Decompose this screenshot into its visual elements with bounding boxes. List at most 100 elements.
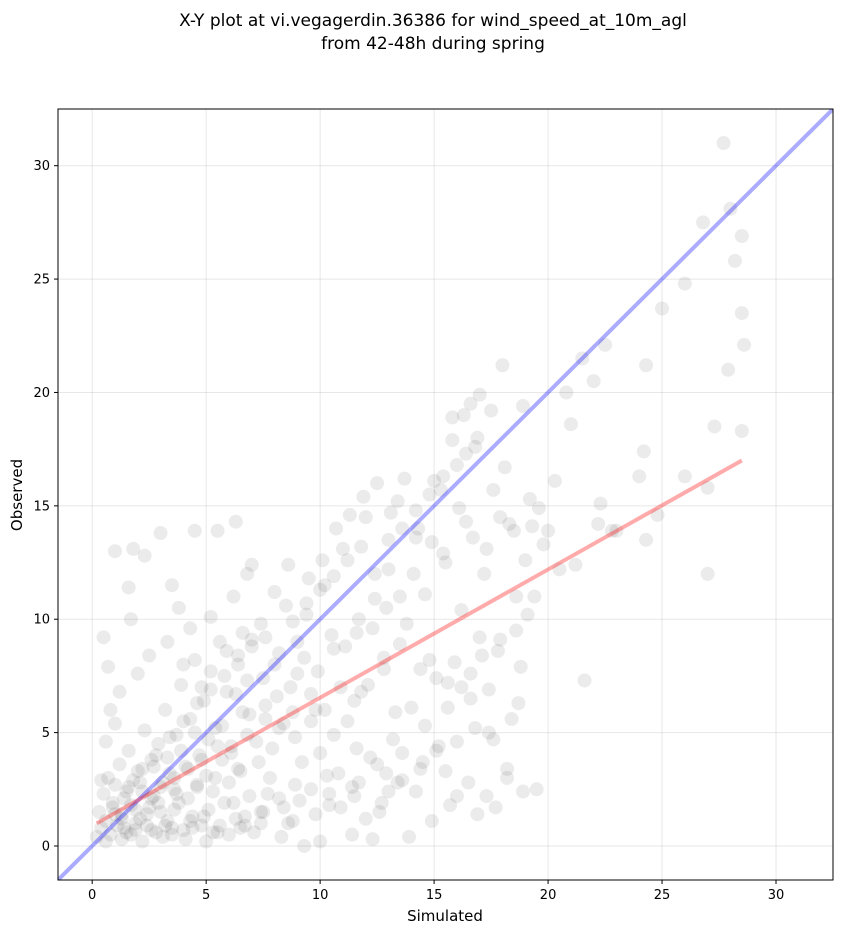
data-point	[133, 775, 148, 790]
data-point	[101, 770, 116, 785]
data-point	[484, 403, 499, 418]
data-point	[424, 814, 439, 829]
data-point	[201, 802, 216, 817]
data-point	[283, 680, 298, 695]
data-point	[454, 680, 469, 695]
data-point	[500, 761, 515, 776]
data-point	[365, 621, 380, 636]
data-point	[121, 780, 136, 795]
data-point	[121, 580, 136, 595]
y-tick-label: 30	[33, 159, 50, 174]
data-point	[112, 757, 127, 772]
data-point	[374, 795, 389, 810]
data-point	[265, 741, 280, 756]
data-point	[176, 823, 191, 838]
data-point	[301, 571, 316, 586]
data-point	[525, 519, 540, 534]
data-point	[461, 775, 476, 790]
data-point	[438, 764, 453, 779]
data-point	[317, 702, 332, 717]
data-point	[474, 648, 489, 663]
data-point	[94, 820, 109, 835]
data-point	[103, 702, 118, 717]
data-point	[319, 768, 334, 783]
data-point	[221, 775, 236, 790]
data-point	[244, 632, 259, 647]
data-point	[326, 641, 341, 656]
data-point	[210, 523, 225, 538]
data-point	[427, 473, 442, 488]
data-point	[151, 795, 166, 810]
data-point	[463, 666, 478, 681]
data-point	[123, 827, 138, 842]
data-point	[520, 607, 535, 622]
data-point	[105, 800, 120, 815]
data-point	[529, 782, 544, 797]
data-point	[244, 557, 259, 572]
data-point	[158, 702, 173, 717]
data-point	[117, 791, 132, 806]
data-point	[183, 711, 198, 726]
data-point	[171, 795, 186, 810]
data-point	[178, 832, 193, 847]
data-point	[392, 589, 407, 604]
data-point	[463, 691, 478, 706]
data-point	[447, 655, 462, 670]
data-point	[516, 399, 530, 414]
data-point	[228, 811, 243, 826]
x-tick-label: 15	[426, 888, 443, 903]
data-point	[281, 557, 296, 572]
data-point	[317, 578, 332, 593]
data-point	[231, 761, 246, 776]
data-point	[459, 446, 474, 461]
data-point	[379, 600, 394, 615]
data-point	[593, 496, 608, 511]
data-point	[260, 786, 275, 801]
data-point	[107, 716, 122, 731]
data-point	[481, 682, 496, 697]
data-point	[169, 727, 184, 742]
data-point	[734, 424, 749, 439]
data-point	[463, 396, 478, 411]
data-point	[228, 514, 243, 529]
data-point	[495, 358, 510, 373]
data-point	[135, 761, 150, 776]
data-point	[335, 541, 350, 556]
data-point	[468, 439, 483, 454]
data-point	[153, 780, 168, 795]
data-point	[436, 469, 451, 484]
data-point	[609, 523, 624, 538]
data-point	[459, 514, 474, 529]
data-point	[422, 653, 437, 668]
data-point	[349, 625, 364, 640]
data-point	[304, 687, 319, 702]
data-point	[274, 829, 289, 844]
data-point	[162, 730, 177, 745]
data-point	[290, 666, 305, 681]
data-point	[258, 630, 273, 645]
data-point	[598, 337, 613, 352]
data-point	[604, 523, 619, 538]
data-point	[212, 634, 227, 649]
data-point	[351, 775, 366, 790]
data-point	[516, 784, 530, 799]
y-axis-label: Observed	[8, 459, 26, 531]
data-point	[395, 521, 410, 536]
data-point	[272, 721, 287, 736]
data-point	[281, 816, 296, 831]
data-point	[413, 761, 428, 776]
data-point	[285, 614, 300, 629]
data-point	[144, 791, 159, 806]
data-point	[402, 829, 417, 844]
y-tick-label: 15	[33, 499, 50, 514]
data-point	[187, 653, 202, 668]
data-point	[477, 566, 492, 581]
data-point	[511, 696, 526, 711]
data-point	[262, 770, 277, 785]
data-point	[422, 487, 437, 502]
data-point	[171, 600, 186, 615]
data-point	[388, 705, 403, 720]
data-point	[734, 228, 749, 243]
data-point	[372, 804, 387, 819]
data-point	[183, 814, 198, 829]
